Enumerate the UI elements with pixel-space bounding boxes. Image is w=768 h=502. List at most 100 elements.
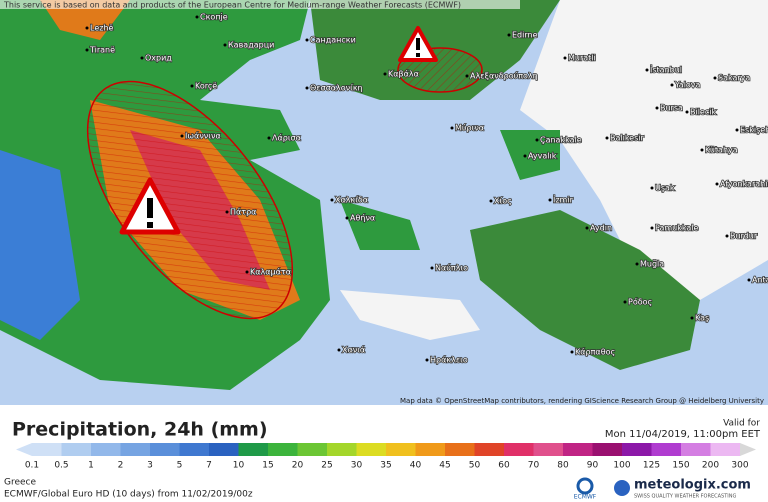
place-dot xyxy=(563,56,567,60)
place-label: Afyonkarahisar xyxy=(720,180,768,189)
place-dot xyxy=(195,15,199,19)
land-dry xyxy=(520,0,768,300)
place-label: Çanakkale xyxy=(540,136,582,145)
legend-label: 150 xyxy=(672,461,689,471)
place-label: Bilecik xyxy=(690,108,716,117)
place-dot xyxy=(330,198,334,202)
place-label: Lezhë xyxy=(90,24,114,33)
place-dot xyxy=(140,56,144,60)
legend-arrow xyxy=(16,443,32,456)
legend-swatch xyxy=(356,443,387,456)
legend-label: 15 xyxy=(262,461,273,471)
warning-zone xyxy=(86,80,294,320)
place-dot xyxy=(570,350,574,354)
place-label: Скопје xyxy=(200,13,228,22)
legend-label: 30 xyxy=(351,461,363,471)
warning-icon xyxy=(119,177,181,235)
place-dot xyxy=(585,226,589,230)
legend-label: 80 xyxy=(557,461,569,471)
place-label: Χίος xyxy=(494,197,512,206)
place-dot xyxy=(450,126,454,130)
place-label: Muratli xyxy=(568,54,596,63)
rain-area xyxy=(500,130,560,180)
place-dot xyxy=(85,48,89,52)
place-dot xyxy=(245,270,249,274)
place-label: Ayvalık xyxy=(528,152,557,161)
place-dot xyxy=(345,216,349,220)
region: Greece xyxy=(4,478,36,488)
place-dot xyxy=(535,138,539,142)
legend-label: 60 xyxy=(498,461,510,471)
place-dot xyxy=(623,300,627,304)
legend-label: 100 xyxy=(613,461,630,471)
legend: 0.1 0.5 1 2 3 5 7 10 15 20 25 30 35 40 45 50 60 70 80 90 100… xyxy=(16,443,756,471)
legend-swatch xyxy=(327,443,357,456)
warning-icon xyxy=(398,26,438,62)
place-label: Tiranë xyxy=(89,46,115,55)
legend-label: 35 xyxy=(380,461,391,471)
legend-swatch xyxy=(445,443,475,456)
place-dot xyxy=(725,234,729,238)
place-dot xyxy=(225,210,229,214)
place-dot xyxy=(523,154,527,158)
legend-label: 7 xyxy=(206,461,212,471)
place-label: Bursa xyxy=(660,104,683,113)
land-dry xyxy=(340,290,480,340)
rain-area xyxy=(340,200,420,250)
ecmwf-name: ECMWF xyxy=(574,494,597,501)
place-label: İstanbul xyxy=(650,65,682,75)
legend-label: 50 xyxy=(469,461,481,471)
place-label: Καλαμάτα xyxy=(250,268,291,277)
legend-swatch xyxy=(209,443,239,456)
place-label: Yalova xyxy=(674,81,701,90)
place-label: Ηράκλειο xyxy=(430,356,468,365)
place-label: Αλεξανδρούπολη xyxy=(470,71,538,81)
place-label: Kaş xyxy=(695,314,709,323)
brand: meteologix.com xyxy=(634,478,751,493)
place-dot xyxy=(507,33,511,37)
legend-swatch xyxy=(386,443,416,456)
place-label: Ρόδος xyxy=(628,297,652,307)
map: Скопје Lezhë Tiranë Охрид Korçë Кавадарци Санд… xyxy=(0,0,768,405)
place-label: Χανιά xyxy=(342,346,365,355)
place-dot xyxy=(383,72,387,76)
place-label: Λάρισα xyxy=(272,134,301,143)
legend-swatch xyxy=(533,443,564,456)
legend-label: 40 xyxy=(410,461,422,471)
place-dot xyxy=(700,148,704,152)
place-label: Burdur xyxy=(730,232,758,241)
place-dot xyxy=(337,348,341,352)
place-label: Aydın xyxy=(590,224,612,233)
place-label: Χαλκίδα xyxy=(335,196,368,205)
place-label: Muğla xyxy=(640,260,664,269)
legend-label: 70 xyxy=(528,461,540,471)
place-dot xyxy=(548,198,552,202)
place-label: Antalya xyxy=(752,276,768,285)
legend-swatch xyxy=(592,443,623,456)
legend-label: 300 xyxy=(731,461,748,471)
place-label: Ιωάννινα xyxy=(185,132,221,141)
place-label: Κάρπαθος xyxy=(575,348,615,357)
place-label: Αθήνα xyxy=(350,214,375,223)
place-label: Охрид xyxy=(145,54,172,63)
legend-label: 200 xyxy=(702,461,719,471)
place-dot xyxy=(267,136,271,140)
place-label: Kütahya xyxy=(705,146,738,155)
legend-swatch xyxy=(622,443,652,456)
place-dot xyxy=(305,86,309,90)
legend-swatch xyxy=(297,443,328,456)
notice-bg xyxy=(0,0,520,9)
legend-label: 20 xyxy=(292,461,304,471)
legend-swatch xyxy=(120,443,151,456)
legend-label: 45 xyxy=(439,461,450,471)
rain-area xyxy=(0,150,80,340)
place-dot xyxy=(685,110,689,114)
place-dot xyxy=(180,134,184,138)
place-label: Eskişehir xyxy=(740,126,768,135)
place-label: İzmir xyxy=(553,195,574,205)
model: ECMWF/Global Euro HD (10 days) from 11/0… xyxy=(4,490,253,500)
place-dot xyxy=(670,83,674,87)
rain-area xyxy=(470,210,700,370)
legend-swatch xyxy=(91,443,121,456)
place-dot xyxy=(430,266,434,270)
